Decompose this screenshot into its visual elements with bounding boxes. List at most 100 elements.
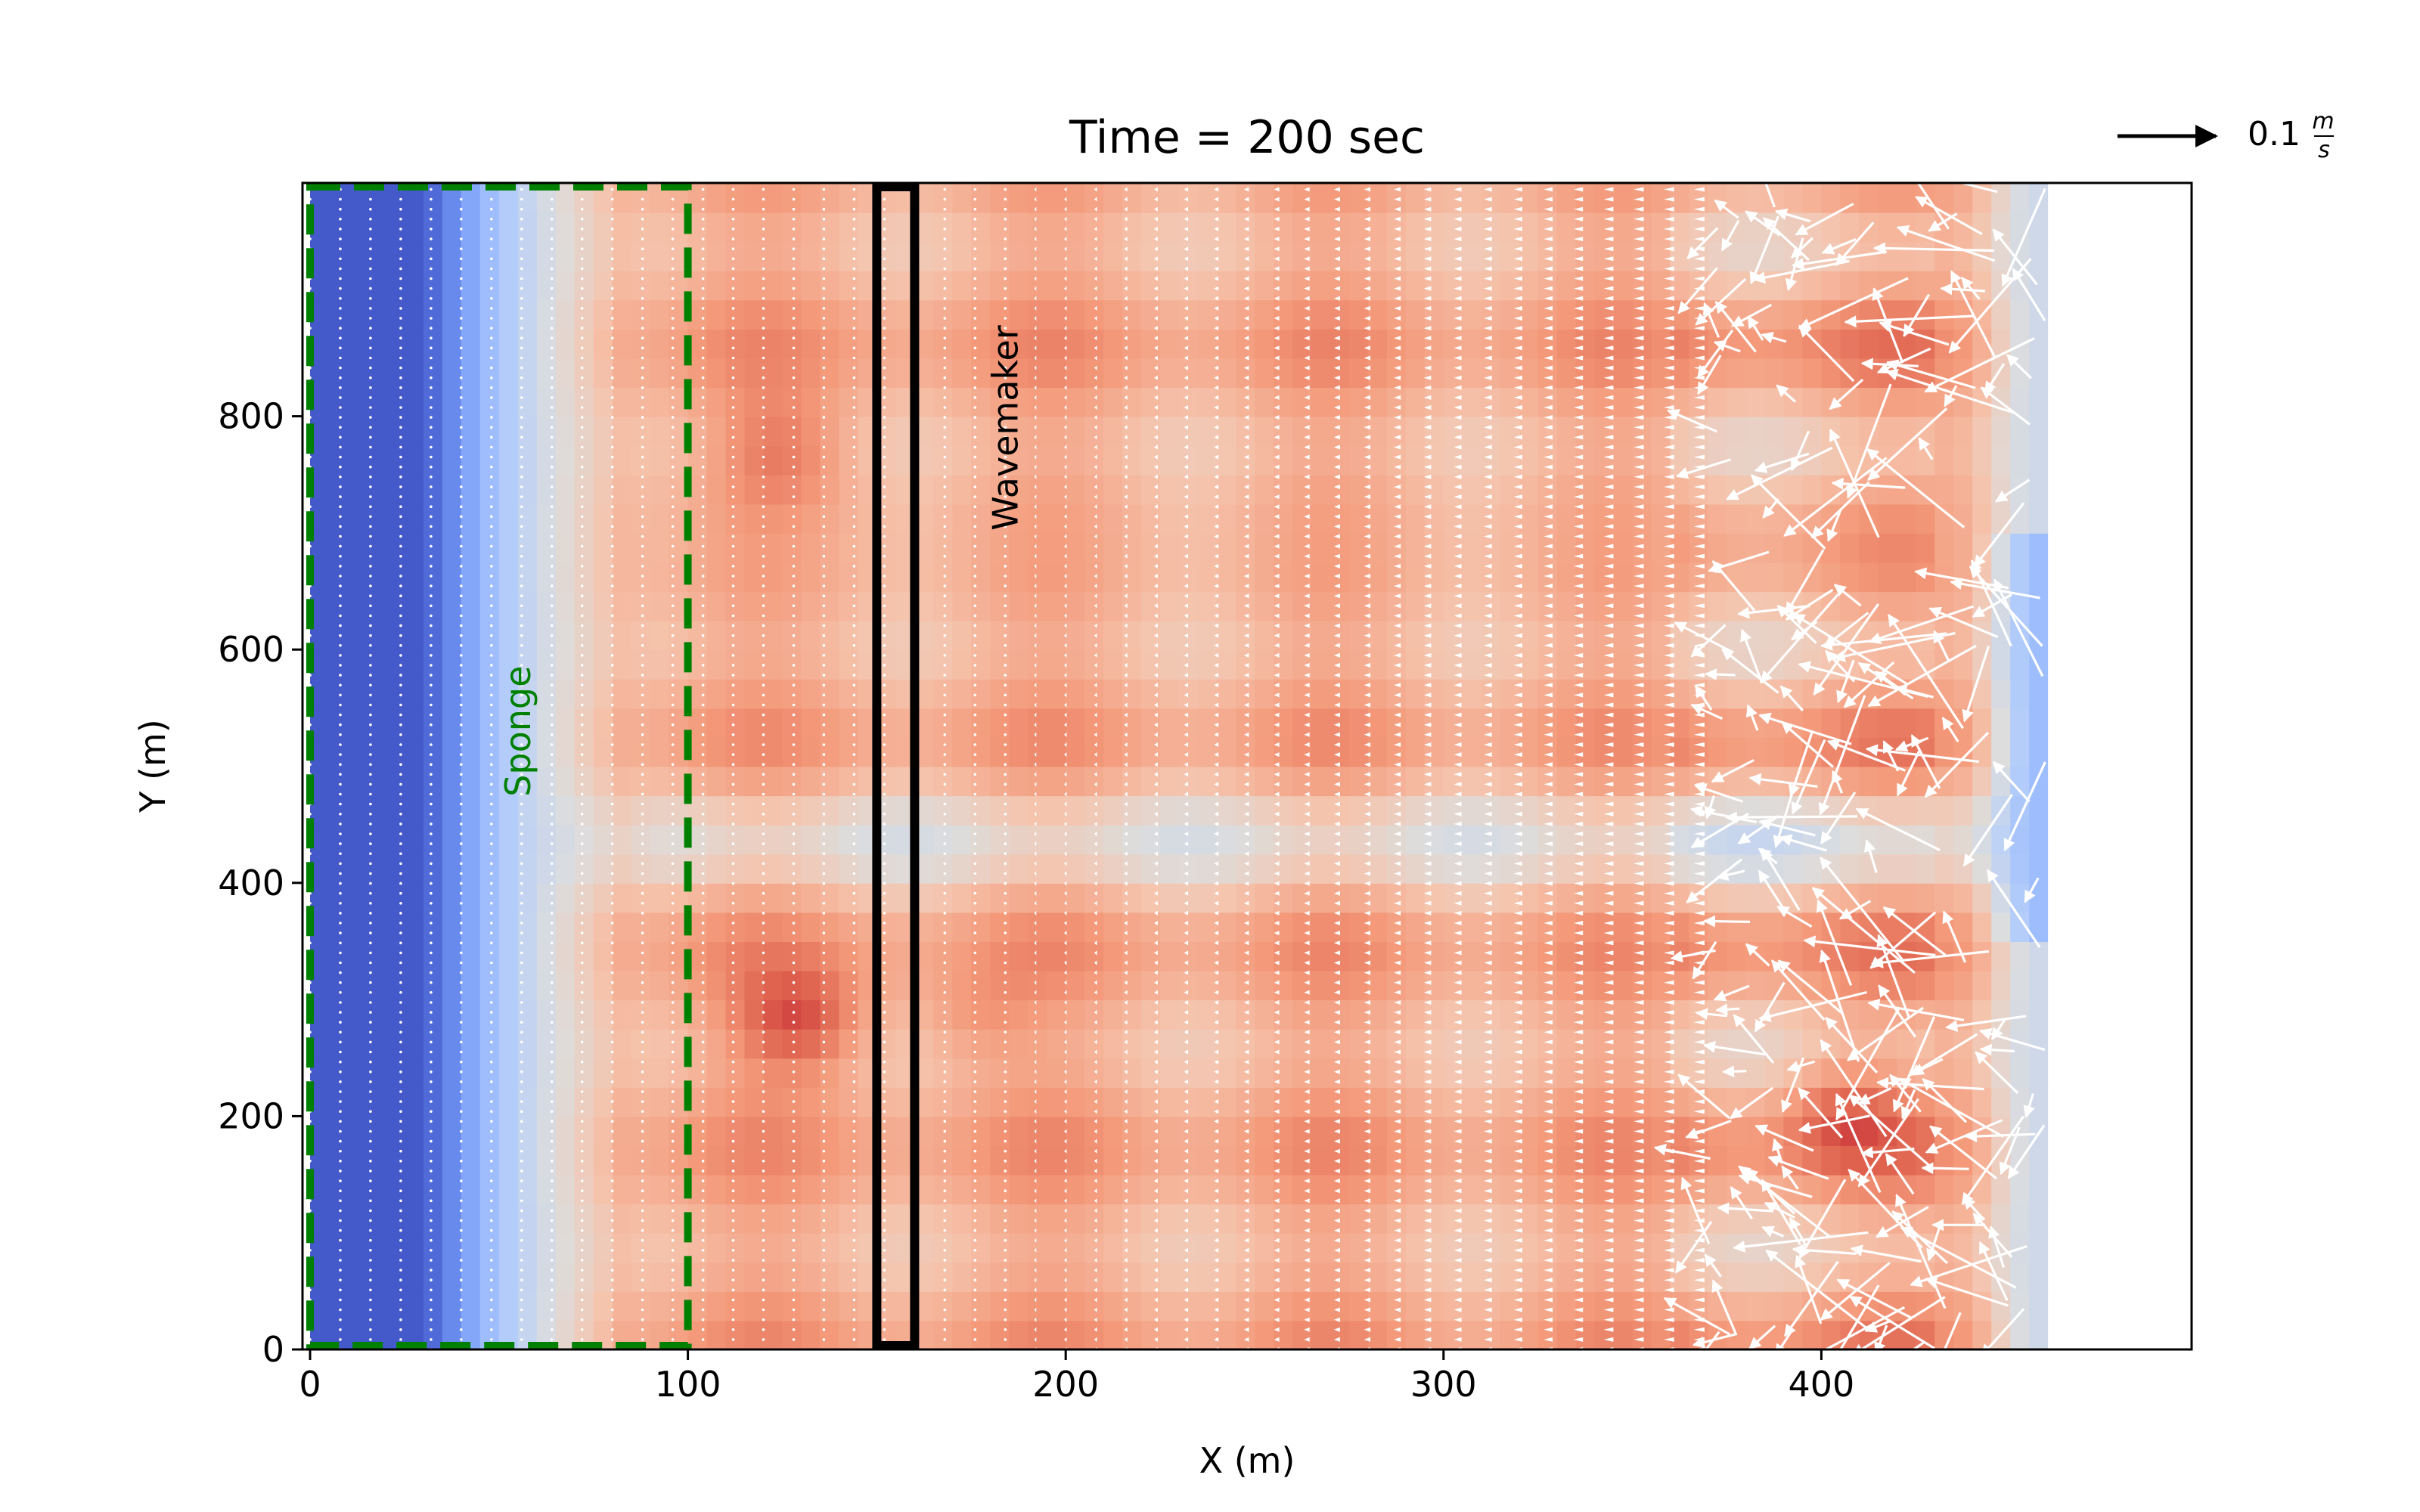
vector-dot: [490, 1170, 493, 1173]
heatmap-cell: [423, 999, 443, 1030]
vector-dot: [580, 1199, 584, 1203]
heatmap-cell: [744, 649, 765, 680]
vector-dot: [520, 218, 523, 221]
vector-dot: [399, 941, 402, 945]
heatmap-cell: [612, 358, 632, 389]
heatmap-cell: [2010, 1290, 2031, 1321]
heatmap-cell: [744, 1028, 765, 1059]
heatmap-cell: [1594, 1232, 1615, 1263]
vector-dot: [430, 624, 433, 627]
vector-dot: [369, 207, 372, 211]
heatmap-cell: [1613, 1028, 1634, 1059]
heatmap-cell: [1274, 328, 1293, 359]
heatmap-cell: [1084, 1174, 1105, 1205]
heatmap-cell: [348, 328, 368, 359]
heatmap-cell: [423, 562, 443, 593]
heatmap-cell: [536, 882, 557, 913]
heatmap-cell: [1292, 1290, 1312, 1321]
heatmap-cell: [1613, 766, 1634, 797]
vector-dot: [460, 366, 463, 370]
vector-dot: [550, 445, 554, 449]
heatmap-cell: [593, 708, 613, 738]
heatmap-cell: [1745, 503, 1766, 534]
heatmap-cell: [1802, 270, 1823, 301]
heatmap-cell: [990, 882, 1010, 913]
heatmap-cell: [1236, 882, 1255, 913]
vector-dot: [339, 1060, 342, 1064]
heatmap-cell: [404, 212, 424, 243]
heatmap-cell: [536, 1116, 557, 1146]
vector-dot: [490, 1189, 493, 1192]
heatmap-cell: [933, 824, 954, 855]
vector-dot: [490, 881, 493, 885]
heatmap-cell: [1575, 328, 1596, 359]
heatmap-cell: [1217, 1232, 1236, 1263]
vector-dot: [490, 197, 493, 201]
vector-dot: [399, 713, 402, 717]
heatmap-cell: [1160, 1320, 1181, 1349]
heatmap-cell: [1255, 1174, 1274, 1205]
heatmap-cell: [1821, 970, 1841, 1001]
vector-dot: [580, 971, 584, 974]
vector-dot: [550, 584, 554, 587]
heatmap-cell: [971, 474, 991, 505]
heatmap-cell: [1141, 882, 1162, 913]
heatmap-cell: [1897, 562, 1917, 593]
heatmap-cell: [1556, 183, 1577, 213]
heatmap-cell: [498, 1232, 519, 1263]
vector-dot: [550, 743, 554, 746]
vector-dot: [610, 1021, 614, 1024]
heatmap-cell: [1047, 1262, 1067, 1292]
vector-dot: [460, 297, 463, 300]
vector-dot: [520, 327, 523, 330]
heatmap-cell: [990, 183, 1010, 213]
heatmap-cell: [385, 358, 405, 389]
heatmap-cell: [839, 708, 859, 738]
vector-dot: [520, 515, 523, 519]
vector-dot: [580, 881, 584, 885]
heatmap-cell: [1613, 941, 1634, 971]
vector-dot: [399, 327, 402, 330]
heatmap-cell: [1537, 299, 1558, 330]
vector-dot: [610, 396, 614, 399]
heatmap-cell: [952, 912, 973, 942]
vector-dot: [460, 445, 463, 449]
heatmap-cell: [1255, 387, 1274, 417]
vector-dot: [490, 1011, 493, 1014]
vector-dot: [460, 257, 463, 261]
heatmap-cell: [801, 766, 821, 797]
vector-dot: [430, 1129, 433, 1133]
heatmap-cell: [1348, 358, 1369, 389]
heatmap-cell: [442, 1262, 462, 1292]
vector-dot: [399, 435, 402, 439]
heatmap-cell: [1160, 1262, 1181, 1292]
heatmap-cell: [1556, 999, 1577, 1030]
vector-dot: [550, 644, 554, 647]
heatmap-cell: [593, 1290, 613, 1321]
vector-dot: [580, 287, 584, 290]
heatmap-cell: [971, 1262, 991, 1292]
heatmap-cell: [1141, 1204, 1162, 1234]
vector-dot: [399, 1249, 402, 1252]
heatmap-cell: [329, 708, 349, 738]
heatmap-cell: [1651, 941, 1671, 971]
vector-dot: [460, 1288, 463, 1292]
heatmap-cell: [404, 708, 424, 738]
vector-dot: [580, 505, 584, 508]
heatmap-cell: [1122, 912, 1143, 942]
heatmap-cell: [1367, 503, 1388, 534]
heatmap-cell: [1651, 387, 1671, 417]
heatmap-cell: [1708, 1262, 1728, 1292]
heatmap-cell: [1537, 882, 1558, 913]
heatmap-cell: [479, 620, 500, 651]
heatmap-cell: [1084, 270, 1105, 301]
heatmap-cell: [1670, 358, 1690, 389]
heatmap-cell: [1405, 1028, 1426, 1059]
heatmap-cell: [423, 328, 443, 359]
heatmap-cell: [442, 795, 462, 826]
heatmap-cell: [536, 241, 557, 271]
vector-dot: [460, 1090, 463, 1093]
heatmap-cell: [461, 212, 481, 243]
heatmap-cell: [744, 1262, 765, 1292]
vector-dot: [520, 187, 523, 191]
